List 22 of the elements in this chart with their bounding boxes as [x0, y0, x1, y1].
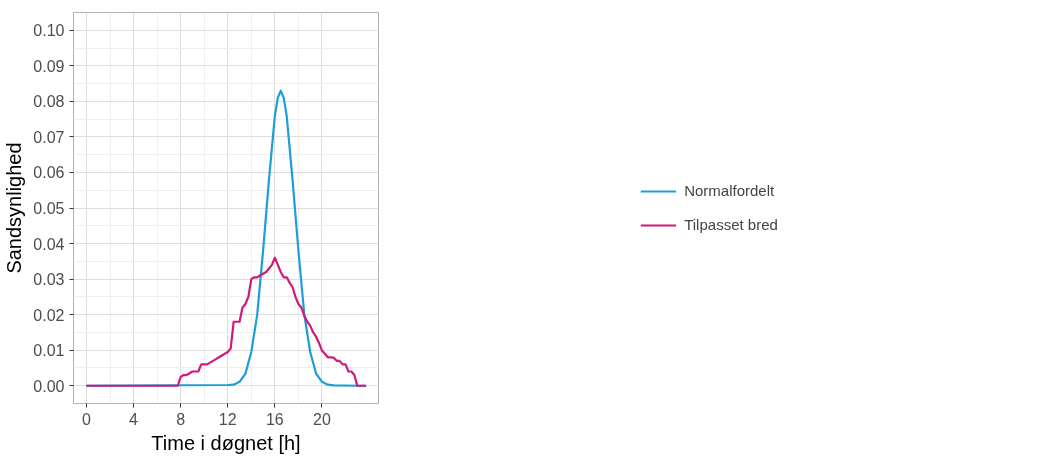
- y-tick-label: 0.10: [33, 22, 65, 40]
- x-tick-label: 12: [218, 410, 237, 428]
- x-tick-label: 0: [82, 410, 91, 428]
- y-tick-label: 0.00: [33, 377, 65, 395]
- y-tick-label: 0.07: [33, 128, 65, 146]
- x-tick-label: 20: [313, 410, 331, 428]
- legend-label: Normalfordelt: [684, 182, 775, 199]
- x-tick-label: 16: [265, 410, 284, 428]
- line-series: [85, 256, 368, 387]
- y-tick-label: 0.06: [33, 164, 65, 182]
- x-axis-title: Time i døgnet [h]: [151, 431, 301, 454]
- y-tick-label: 0.03: [33, 271, 65, 289]
- y-axis-title: Sandsynlighed: [3, 142, 26, 274]
- y-tick-label: 0.09: [33, 57, 65, 75]
- y-tick-label: 0.01: [33, 342, 65, 360]
- x-tick-label: 4: [129, 410, 139, 428]
- y-tick-label: 0.02: [33, 306, 65, 324]
- legend-label: Tilpasset bred: [684, 216, 778, 233]
- y-tick-label: 0.08: [33, 93, 65, 111]
- x-tick-label: 8: [176, 410, 186, 428]
- y-tick-label: 0.05: [33, 200, 65, 217]
- y-tick-label: 0.04: [33, 235, 65, 253]
